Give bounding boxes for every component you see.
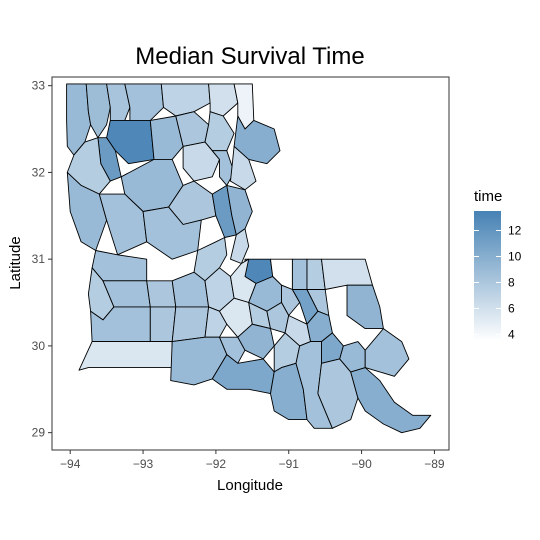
legend-ticks: 4 6 8 10 12 xyxy=(474,224,522,342)
x-tick-label: −93 xyxy=(133,457,154,471)
legend-tick-label: 10 xyxy=(508,250,522,264)
region-p18 xyxy=(230,145,257,191)
x-tick-label: −92 xyxy=(206,457,227,471)
region-p53 xyxy=(78,341,173,371)
x-axis: −94 −93 −92 −91 −90 −89 xyxy=(60,450,445,471)
region-p24 xyxy=(142,206,202,260)
legend-colorbar xyxy=(474,211,501,341)
region-p46 xyxy=(171,306,210,343)
x-tick-label: −90 xyxy=(351,457,372,471)
y-axis: 29 30 31 32 33 xyxy=(32,79,52,440)
x-tick-label: −91 xyxy=(279,457,300,471)
region-p16 xyxy=(182,141,220,182)
y-tick-label: 31 xyxy=(32,252,46,266)
legend: time 4 6 8 10 12 xyxy=(474,188,522,342)
legend-tick-label: 12 xyxy=(508,224,522,238)
region-p55 xyxy=(219,336,246,364)
y-tick-label: 29 xyxy=(32,426,46,440)
y-tick-label: 30 xyxy=(32,339,46,353)
region-p45 xyxy=(149,306,177,343)
legend-title: time xyxy=(474,188,502,205)
x-tick-label: −89 xyxy=(424,457,445,471)
region-p47 xyxy=(204,306,228,338)
chart-title: Median Survival Time xyxy=(135,43,364,70)
map-regions xyxy=(66,83,432,434)
legend-tick-label: 8 xyxy=(508,276,515,290)
legend-tick-label: 6 xyxy=(508,302,515,316)
y-axis-title: Latitude xyxy=(7,236,24,289)
y-tick-label: 33 xyxy=(32,79,46,93)
region-p65 xyxy=(364,328,410,377)
region-p30 xyxy=(291,258,308,290)
region-p27 xyxy=(230,228,250,264)
x-axis-title: Longitude xyxy=(217,477,283,494)
region-p36 xyxy=(146,280,177,308)
region-p10 xyxy=(149,115,184,160)
region-p63 xyxy=(350,367,432,434)
x-tick-label: −94 xyxy=(60,457,81,471)
y-tick-label: 32 xyxy=(32,165,46,179)
region-p19 xyxy=(66,171,108,251)
legend-tick-label: 4 xyxy=(508,328,515,342)
region-p41 xyxy=(281,284,301,316)
